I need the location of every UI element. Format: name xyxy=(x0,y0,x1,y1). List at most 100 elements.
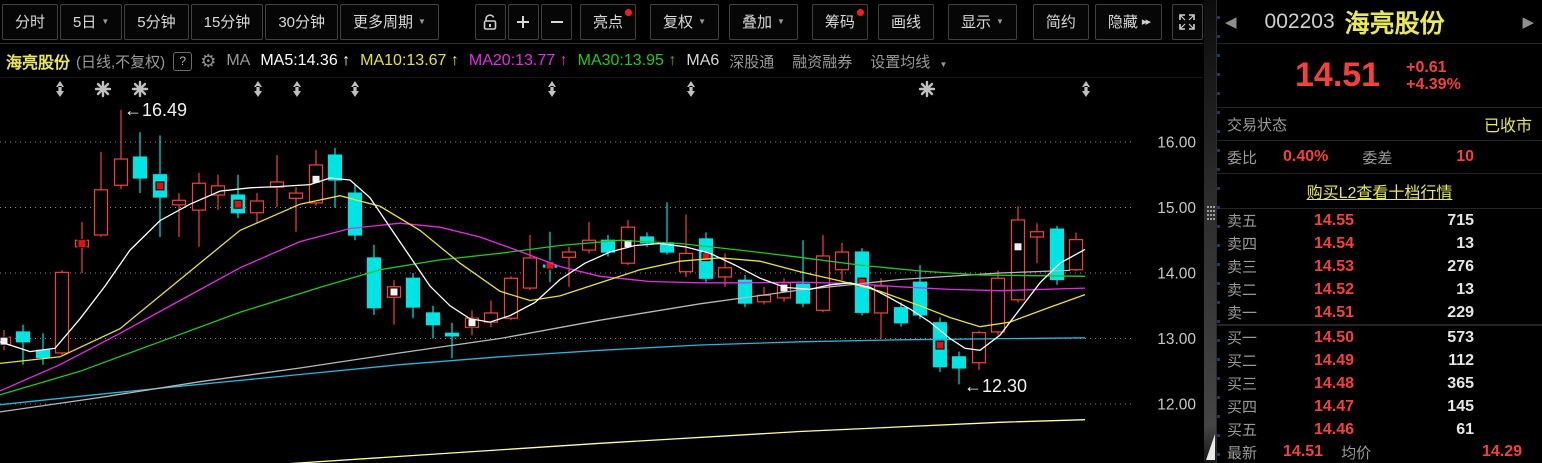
toolbar-hide-button[interactable]: 隐藏 ▸▸ xyxy=(1094,3,1162,40)
next-stock-arrow[interactable]: ▶ xyxy=(1522,13,1534,31)
legend-links: 深股通 融资融券 xyxy=(729,51,870,72)
ask-label: 卖一 xyxy=(1227,305,1258,322)
bid-price: 14.48 xyxy=(1313,374,1355,392)
legend-ma-prefix: MA xyxy=(226,52,251,69)
legend-chart-type: (日线,不复权) xyxy=(76,53,166,71)
ask-row[interactable]: 卖四 14.54 13 xyxy=(1217,232,1542,255)
price-block: 14.51 +0.61 +4.39% xyxy=(1217,44,1542,108)
bid-volume: 145 xyxy=(1447,397,1474,415)
divider-grip-handle[interactable] xyxy=(1207,206,1209,208)
trade-status-value: 已收市 xyxy=(1483,118,1532,135)
price-axis-label: 14.00 xyxy=(1157,266,1196,283)
candle-up xyxy=(93,189,109,236)
caret-down-icon: ▼ xyxy=(418,17,426,26)
candle-up xyxy=(249,200,265,214)
candle-up xyxy=(171,199,187,206)
ma-line-ma30 xyxy=(0,239,1086,396)
double-chevron-icon: ▸▸ xyxy=(1141,16,1151,28)
toolbar-tab-30min[interactable]: 30分钟 xyxy=(265,3,338,40)
toolbar-chips-button[interactable]: 筹码 xyxy=(811,3,868,40)
toolbar-tab-15min[interactable]: 15分钟 xyxy=(190,3,264,40)
caret-down-icon: ▼ xyxy=(101,17,110,26)
zoom-in-icon[interactable] xyxy=(507,3,539,40)
candle-down xyxy=(347,192,363,236)
weibi-value: 0.40% xyxy=(1283,148,1329,165)
panel-edge-ticks xyxy=(1217,0,1220,463)
ma-readout: MA5:14.36 ↑ xyxy=(260,52,351,69)
avg-price-value: 14.29 xyxy=(1481,443,1522,460)
ma-readout: MA30:13.95 ↑ xyxy=(577,52,677,69)
bid-row[interactable]: 买二 14.49 112 xyxy=(1217,349,1542,372)
ma-readout: MA20:13.77 ↑ xyxy=(468,52,568,69)
bid-row[interactable]: 买一 14.50 573 xyxy=(1217,326,1542,349)
fullscreen-button-icon[interactable] xyxy=(1171,3,1203,40)
updown-arrow-icon xyxy=(254,81,262,97)
price-change: +0.61 xyxy=(1406,58,1447,76)
caret-down-icon: ▼ xyxy=(698,17,706,26)
buy-l2-link[interactable]: 购买L2查看十档行情 xyxy=(1306,185,1453,202)
bid-row[interactable]: 买四 14.47 145 xyxy=(1217,395,1542,418)
legend-link[interactable]: 深股通 xyxy=(729,53,775,71)
toolbar-highlights-button[interactable]: 亮点 xyxy=(580,3,637,40)
candle-down xyxy=(795,283,811,304)
ask-row[interactable]: 卖一 14.51 229 xyxy=(1217,301,1542,324)
stock-name: 海亮股份 xyxy=(1344,9,1445,38)
ma-readout: MA6 xyxy=(686,52,720,69)
bid-row[interactable]: 买三 14.48 365 xyxy=(1217,372,1542,395)
chart-panel-divider[interactable] xyxy=(1203,0,1216,463)
toolbar-adjust-rights-button[interactable]: 复权 ▼ xyxy=(650,3,719,40)
candle-up xyxy=(191,182,207,211)
toolbar-draw-line-button[interactable]: 画线 xyxy=(877,3,934,40)
candlestick-chart[interactable]: ←16.49 ←12.30 16.00 15.00 14.00 13.00 12.00 xyxy=(0,80,1205,463)
zoom-out-icon[interactable] xyxy=(541,3,573,40)
last-price: 14.51 xyxy=(1295,56,1381,94)
toolbar-simple-mode-button[interactable]: 简约 xyxy=(1032,3,1089,40)
gear-icon[interactable]: ⚙ xyxy=(200,50,217,71)
quote-panel: ◀ 002203 海亮股份 ▶ 14.51 +0.61 +4.39% 交易状态 … xyxy=(1216,0,1542,463)
bid-label: 买一 xyxy=(1227,330,1258,347)
help-icon[interactable]: ? xyxy=(173,51,193,71)
ask-volume: 13 xyxy=(1456,280,1474,298)
low-annotation: ←12.30 xyxy=(964,376,1027,396)
ask-row[interactable]: 卖三 14.53 276 xyxy=(1217,255,1542,278)
bid-row[interactable]: 买五 14.46 61 xyxy=(1217,418,1542,441)
ask-row[interactable]: 卖二 14.52 13 xyxy=(1217,278,1542,301)
toolbar: 分时 5日 ▼ 5分钟 15分钟 30分钟 更多周期 ▼ 亮点 复权 ▼ 叠加 ▼ 筹码 画线 显示 ▼ 简约 隐藏… xyxy=(0,0,1205,44)
candle-down xyxy=(15,331,31,343)
ask-row[interactable]: 卖五 14.55 715 xyxy=(1217,209,1542,232)
candle-up xyxy=(971,332,987,364)
candle-down xyxy=(132,156,148,179)
snowflake-icon xyxy=(94,80,112,98)
bid-volume: 112 xyxy=(1448,351,1474,369)
prev-stock-arrow[interactable]: ◀ xyxy=(1225,13,1237,31)
chart-legend: 海亮股份 (日线,不复权) ? ⚙ MA MA5:14.36 ↑ MA10:13.… xyxy=(0,45,1205,78)
white-event-marker xyxy=(0,336,9,346)
bid-price: 14.50 xyxy=(1313,328,1355,346)
bid-label: 买二 xyxy=(1227,353,1258,370)
lock-toggle-icon[interactable] xyxy=(474,3,506,40)
ask-volume: 276 xyxy=(1447,257,1474,275)
candle-up xyxy=(1010,219,1026,301)
legend-link[interactable]: 融资融券 xyxy=(792,53,853,71)
ma-settings-button[interactable]: 设置均线 ▼ xyxy=(870,53,948,71)
toolbar-overlay-button[interactable]: 叠加 ▼ xyxy=(728,3,798,40)
toolbar-tab-timeshare[interactable]: 分时 xyxy=(2,3,59,40)
bid-volume: 365 xyxy=(1447,374,1474,392)
price-axis-label: 16.00 xyxy=(1157,135,1196,152)
toolbar-display-button[interactable]: 显示 ▼ xyxy=(947,3,1017,40)
white-event-marker xyxy=(1013,242,1023,252)
stock-code: 002203 xyxy=(1264,9,1335,33)
ask-volume: 229 xyxy=(1447,303,1474,321)
ma-line-ma5 xyxy=(0,177,1086,353)
ma-line-ma250 xyxy=(289,419,1086,463)
updown-arrow-icon xyxy=(548,81,556,97)
updown-arrow-icon xyxy=(293,81,301,97)
toolbar-tab-5day[interactable]: 5日 ▼ xyxy=(60,3,123,40)
scroll-indicator-icon xyxy=(1206,434,1215,460)
ask-price: 14.52 xyxy=(1313,280,1355,298)
latest-price-row: 最新 14.51 均价 14.29 xyxy=(1217,441,1542,463)
toolbar-tab-5min[interactable]: 5分钟 xyxy=(124,3,189,40)
notification-dot xyxy=(856,8,864,16)
ask-volume: 13 xyxy=(1456,234,1474,252)
toolbar-more-periods[interactable]: 更多周期 ▼ xyxy=(340,3,439,40)
